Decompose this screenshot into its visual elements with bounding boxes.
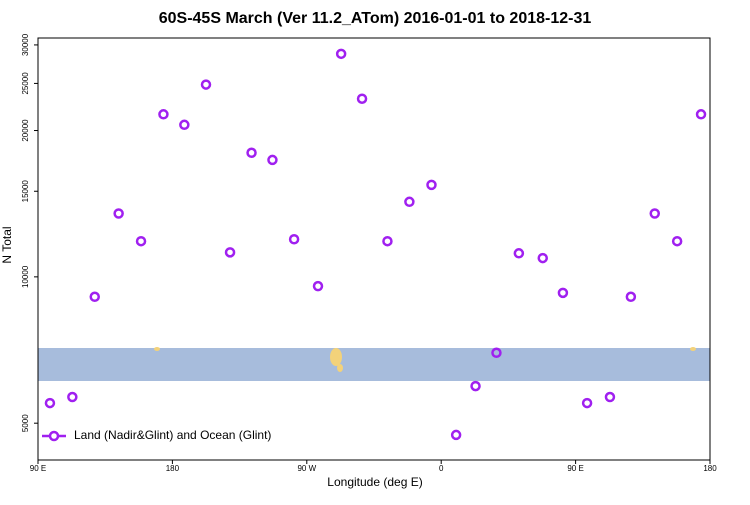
y-tick-label: 5000	[21, 414, 30, 432]
y-tick-label: 15000	[21, 180, 30, 203]
x-tick-label: 90 E	[567, 464, 583, 473]
point	[246, 147, 257, 159]
point	[625, 291, 637, 303]
legend-marker	[48, 430, 60, 442]
point	[695, 109, 707, 120]
x-tick-label: 180	[166, 464, 180, 473]
point	[267, 154, 278, 166]
point	[335, 48, 347, 60]
x-tick-label: 180	[703, 464, 717, 473]
map-band	[38, 348, 710, 381]
legend-label: Land (Nadir&Glint) and Ocean (Glint)	[74, 428, 271, 442]
point	[649, 208, 660, 219]
point	[604, 391, 616, 403]
point	[89, 291, 100, 303]
land	[337, 364, 343, 372]
point	[382, 235, 393, 247]
chart-title: 60S-45S March (Ver 11.2_ATom) 2016-01-01…	[159, 10, 592, 27]
land	[154, 347, 160, 351]
point	[224, 247, 236, 258]
point	[537, 252, 548, 264]
point	[312, 280, 324, 292]
point	[404, 196, 415, 208]
point	[450, 429, 462, 441]
land	[330, 348, 342, 366]
x-tick-label: 90 W	[297, 464, 316, 473]
point	[581, 397, 593, 409]
point	[113, 208, 124, 219]
point	[426, 179, 437, 191]
y-tick-label: 25000	[21, 72, 30, 95]
x-tick-label: 0	[439, 464, 444, 473]
point	[288, 233, 300, 245]
x-tick-label: 90 E	[30, 464, 46, 473]
point	[356, 93, 368, 104]
point	[67, 391, 78, 403]
point	[200, 79, 212, 90]
land	[690, 347, 696, 351]
y-tick-label: 10000	[21, 265, 30, 288]
point	[491, 347, 502, 359]
point	[44, 397, 56, 409]
point	[513, 248, 525, 259]
plot-frame	[37, 37, 711, 461]
y-axis-label: N Total	[0, 226, 14, 263]
point	[135, 235, 147, 247]
x-axis-label: Longitude (deg E)	[327, 475, 422, 489]
y-tick-label: 20000	[21, 119, 30, 142]
point	[179, 119, 190, 131]
point	[158, 109, 169, 120]
point	[557, 287, 569, 299]
point	[470, 380, 481, 392]
point	[671, 235, 683, 247]
y-tick-label: 30000	[21, 33, 30, 56]
